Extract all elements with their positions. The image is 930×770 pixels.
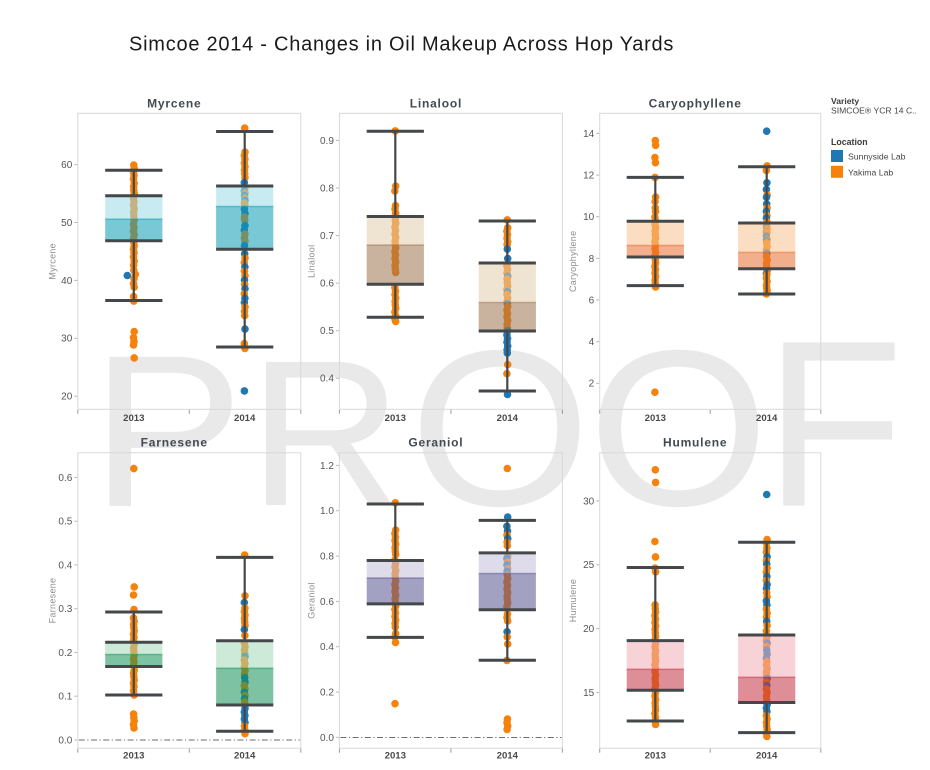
svg-text:0.6: 0.6 (320, 279, 334, 290)
svg-text:Variety: Variety (831, 96, 859, 106)
svg-text:2013: 2013 (123, 413, 144, 424)
svg-text:0.3: 0.3 (58, 604, 72, 615)
svg-text:0.5: 0.5 (320, 326, 334, 337)
svg-text:12: 12 (583, 171, 595, 182)
svg-text:Farnesene: Farnesene (141, 435, 208, 449)
svg-text:20: 20 (61, 392, 73, 403)
svg-text:0.6: 0.6 (320, 597, 334, 608)
svg-text:1.2: 1.2 (320, 461, 334, 472)
svg-text:0.6: 0.6 (58, 473, 72, 484)
svg-text:2013: 2013 (123, 751, 144, 762)
svg-text:15: 15 (583, 688, 595, 699)
svg-text:0.4: 0.4 (58, 560, 72, 571)
svg-text:0.5: 0.5 (58, 517, 72, 528)
svg-text:Myrcene: Myrcene (147, 96, 201, 110)
svg-text:50: 50 (61, 218, 73, 229)
svg-text:R: R (249, 317, 403, 549)
svg-text:0.0: 0.0 (58, 735, 72, 746)
svg-text:2014: 2014 (497, 751, 519, 762)
svg-text:0.4: 0.4 (320, 374, 334, 385)
svg-text:2013: 2013 (645, 413, 666, 424)
svg-text:14: 14 (583, 129, 595, 140)
svg-text:Yakima Lab: Yakima Lab (848, 167, 893, 177)
svg-text:2014: 2014 (497, 413, 519, 424)
svg-text:Humulene: Humulene (663, 435, 727, 449)
svg-text:0.8: 0.8 (320, 552, 334, 563)
svg-text:0.9: 0.9 (320, 136, 334, 147)
svg-text:20: 20 (583, 624, 595, 635)
svg-text:Caryophyllene: Caryophyllene (568, 231, 578, 292)
svg-text:Linalool: Linalool (410, 96, 462, 110)
svg-text:0.2: 0.2 (58, 648, 72, 659)
svg-text:Farnesene: Farnesene (47, 578, 57, 624)
svg-text:0.7: 0.7 (320, 231, 334, 242)
svg-text:25: 25 (583, 560, 595, 571)
svg-text:O: O (410, 305, 591, 553)
svg-text:4: 4 (589, 337, 595, 348)
svg-text:P: P (91, 311, 244, 553)
svg-text:Geraniol: Geraniol (307, 582, 317, 618)
svg-text:Linalool: Linalool (307, 245, 317, 278)
svg-text:Location: Location (831, 137, 868, 147)
svg-text:SIMCOE® YCR 14 C..: SIMCOE® YCR 14 C.. (831, 106, 917, 116)
svg-text:30: 30 (61, 334, 73, 345)
svg-text:Humulene: Humulene (568, 579, 578, 622)
svg-text:0.2: 0.2 (320, 688, 334, 699)
svg-text:Myrcene: Myrcene (47, 243, 57, 280)
svg-text:2013: 2013 (385, 751, 406, 762)
svg-text:8: 8 (589, 254, 595, 265)
svg-text:0.8: 0.8 (320, 183, 334, 194)
svg-text:2: 2 (589, 379, 595, 390)
svg-text:1.0: 1.0 (320, 506, 334, 517)
svg-text:0.4: 0.4 (320, 642, 334, 653)
svg-text:60: 60 (61, 160, 73, 171)
svg-text:2013: 2013 (385, 413, 406, 424)
svg-text:F: F (765, 293, 904, 557)
svg-text:Caryophyllene: Caryophyllene (649, 96, 742, 110)
svg-text:30: 30 (583, 496, 595, 507)
svg-text:2013: 2013 (645, 751, 666, 762)
svg-text:0.1: 0.1 (58, 692, 72, 703)
svg-text:6: 6 (589, 295, 595, 306)
svg-text:Geraniol: Geraniol (408, 435, 463, 449)
svg-text:0.0: 0.0 (320, 733, 334, 744)
svg-text:2014: 2014 (756, 751, 778, 762)
svg-text:2014: 2014 (756, 413, 778, 424)
svg-text:40: 40 (61, 276, 73, 287)
svg-text:10: 10 (583, 212, 595, 223)
svg-text:Simcoe 2014 - Changes in Oil M: Simcoe 2014 - Changes in Oil Makeup Acro… (129, 34, 674, 56)
svg-text:O: O (588, 305, 769, 553)
svg-text:Sunnyside Lab: Sunnyside Lab (848, 152, 906, 162)
svg-text:2014: 2014 (234, 751, 256, 762)
svg-text:2014: 2014 (234, 413, 256, 424)
